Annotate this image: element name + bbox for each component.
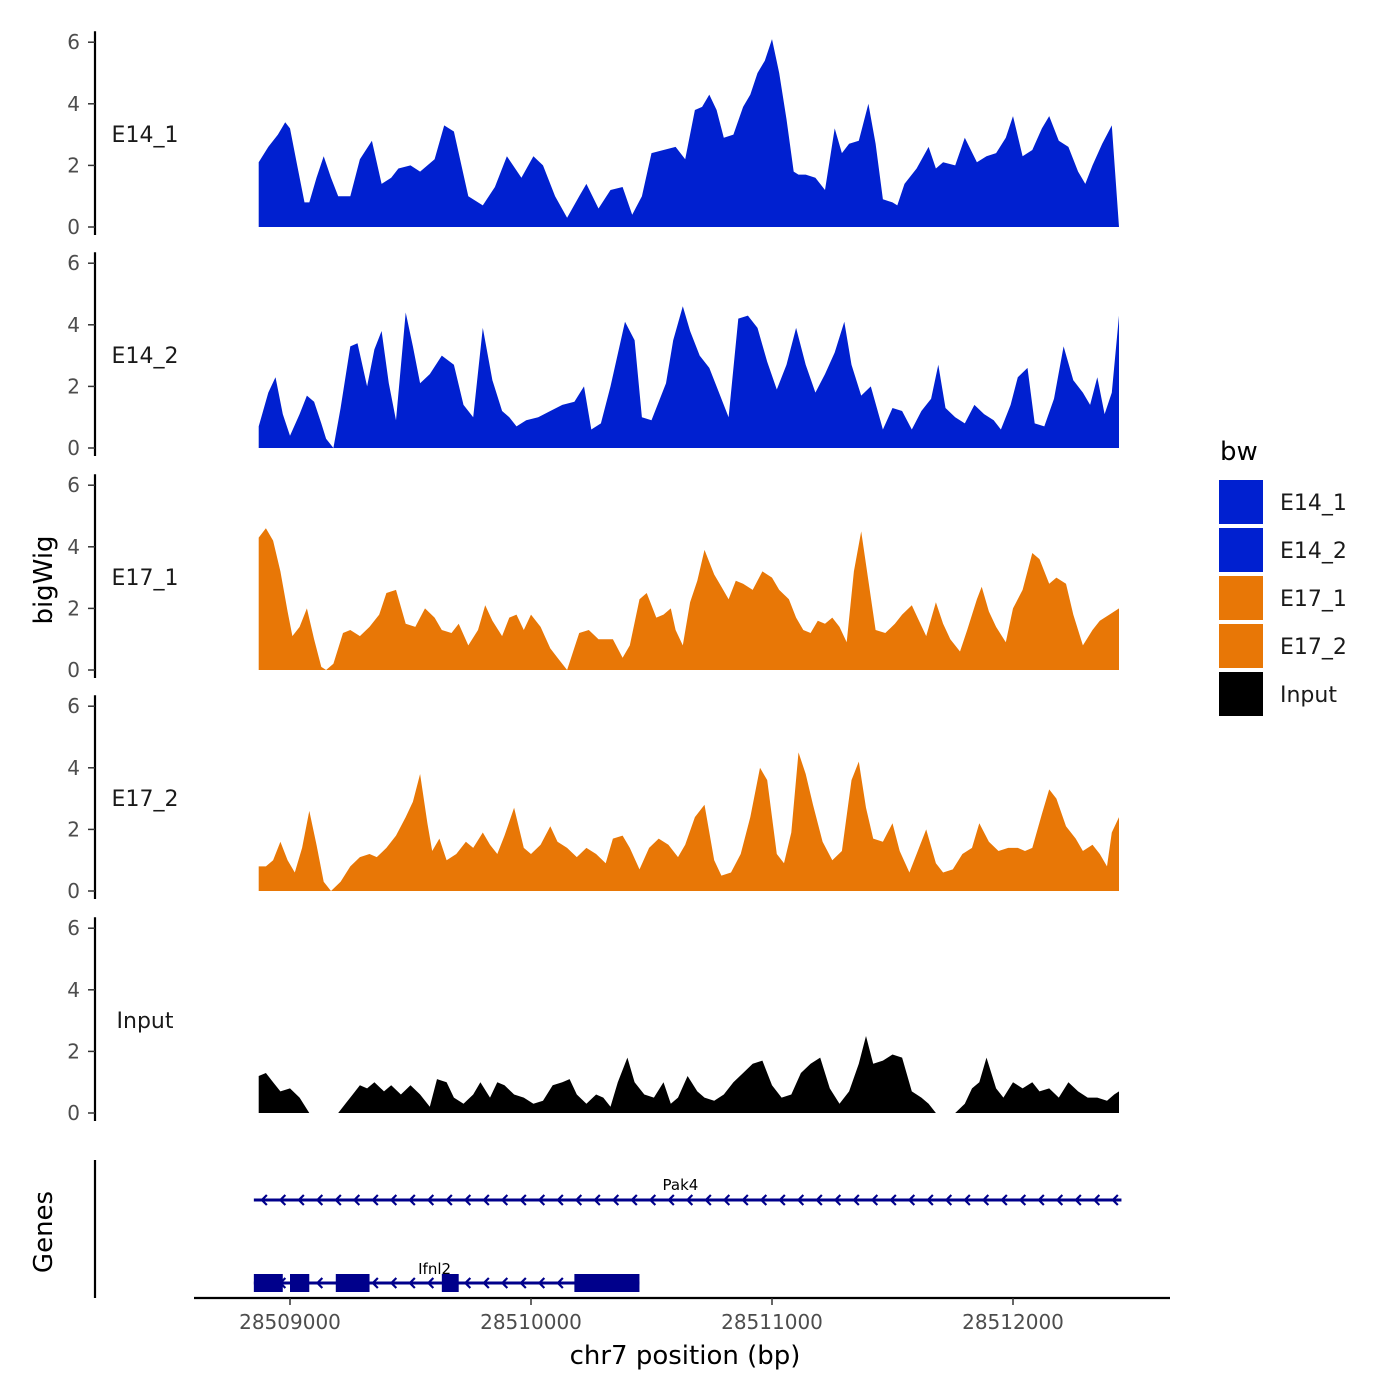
y-tick-label: 4 bbox=[67, 313, 80, 337]
y-tick-label: 6 bbox=[67, 30, 80, 54]
y-tick-label: 0 bbox=[67, 436, 80, 460]
x-axis: 28509000 28510000 28511000 28512000 bbox=[194, 1298, 1170, 1334]
x-tick-label: 28512000 bbox=[962, 1310, 1064, 1334]
y-tick-label: 6 bbox=[67, 694, 80, 718]
exon bbox=[254, 1274, 283, 1292]
legend-label: Input bbox=[1280, 683, 1337, 708]
x-tick-label: 28511000 bbox=[721, 1310, 823, 1334]
y-tick-label: 2 bbox=[67, 374, 80, 398]
legend-entry: E17_1 bbox=[1219, 576, 1347, 620]
exon bbox=[336, 1274, 370, 1292]
y-tick-label: 2 bbox=[67, 153, 80, 177]
legend-swatch bbox=[1219, 528, 1263, 572]
track-E14_1: 0 2 4 6 E14_1 bbox=[67, 30, 1119, 239]
y-tick-label: 6 bbox=[67, 916, 80, 940]
gene-label: Ifnl2 bbox=[418, 1260, 451, 1278]
gene-label: Pak4 bbox=[663, 1176, 699, 1194]
signal-area-Input bbox=[259, 1036, 1119, 1113]
legend-swatch bbox=[1219, 672, 1263, 716]
legend-label: E17_1 bbox=[1280, 587, 1347, 612]
legend-entry: E14_2 bbox=[1219, 528, 1347, 572]
legend-label: E14_1 bbox=[1280, 491, 1347, 516]
legend-label: E14_2 bbox=[1280, 539, 1347, 564]
signal-area-E17_2 bbox=[259, 752, 1119, 891]
y-tick-label: 6 bbox=[67, 251, 80, 275]
y-tick-label: 2 bbox=[67, 817, 80, 841]
y-tick-label: 0 bbox=[67, 879, 80, 903]
legend: bw E14_1 E14_2 E17_1 E17_2 Input bbox=[1219, 437, 1347, 716]
y-tick-label: 4 bbox=[67, 92, 80, 116]
y-axis-title: bigWig bbox=[29, 535, 59, 624]
y-tick-label: 6 bbox=[67, 473, 80, 497]
track-label: E14_2 bbox=[112, 344, 179, 369]
track-E17_1: 0 2 4 6 E17_1 bbox=[67, 473, 1119, 682]
genome-track-chart: 0 2 4 6 E14_1 0 2 4 6 E14_2 0 2 4 6 E17_1 0 2 4 6 E17_2 0 2 4 6… bbox=[0, 0, 1400, 1400]
y-tick-label: 4 bbox=[67, 756, 80, 780]
gene-Pak4: Pak4 bbox=[254, 1176, 1122, 1205]
track-label: E14_1 bbox=[112, 123, 179, 148]
y-tick-label: 0 bbox=[67, 215, 80, 239]
gene-Ifnl2: Ifnl2 bbox=[254, 1260, 640, 1292]
track-label: Input bbox=[117, 1009, 174, 1034]
x-tick-label: 28510000 bbox=[480, 1310, 582, 1334]
genes-axis-title: Genes bbox=[29, 1191, 59, 1273]
legend-title: bw bbox=[1220, 437, 1258, 467]
track-Input: 0 2 4 6 Input bbox=[67, 916, 1119, 1125]
legend-entry: E14_1 bbox=[1219, 480, 1347, 524]
legend-entry: Input bbox=[1219, 672, 1337, 716]
track-E14_2: 0 2 4 6 E14_2 bbox=[67, 251, 1119, 460]
legend-swatch bbox=[1219, 576, 1263, 620]
y-tick-label: 2 bbox=[67, 1039, 80, 1063]
y-tick-label: 4 bbox=[67, 978, 80, 1002]
legend-entry: E17_2 bbox=[1219, 624, 1347, 668]
track-label: E17_1 bbox=[112, 566, 179, 591]
y-tick-label: 2 bbox=[67, 596, 80, 620]
signal-area-E14_2 bbox=[259, 306, 1119, 448]
track-E17_2: 0 2 4 6 E17_2 bbox=[67, 694, 1119, 903]
legend-items: E14_1 E14_2 E17_1 E17_2 Input bbox=[1219, 480, 1347, 716]
tracks-layer: 0 2 4 6 E14_1 0 2 4 6 E14_2 0 2 4 6 E17_1 0 2 4 6 E17_2 0 2 4 6… bbox=[67, 30, 1119, 1125]
exon bbox=[574, 1274, 639, 1292]
x-tick-label: 28509000 bbox=[239, 1310, 341, 1334]
genes-layer: Pak4 Ifnl2 bbox=[95, 1160, 1121, 1298]
y-tick-label: 0 bbox=[67, 1101, 80, 1125]
signal-area-E17_1 bbox=[259, 528, 1119, 670]
signal-area-E14_1 bbox=[259, 39, 1119, 227]
y-tick-label: 4 bbox=[67, 535, 80, 559]
legend-swatch bbox=[1219, 624, 1263, 668]
exon bbox=[290, 1274, 309, 1292]
track-label: E17_2 bbox=[112, 787, 179, 812]
y-tick-label: 0 bbox=[67, 658, 80, 682]
legend-label: E17_2 bbox=[1280, 635, 1347, 660]
x-axis-title: chr7 position (bp) bbox=[570, 1341, 801, 1371]
legend-swatch bbox=[1219, 480, 1263, 524]
